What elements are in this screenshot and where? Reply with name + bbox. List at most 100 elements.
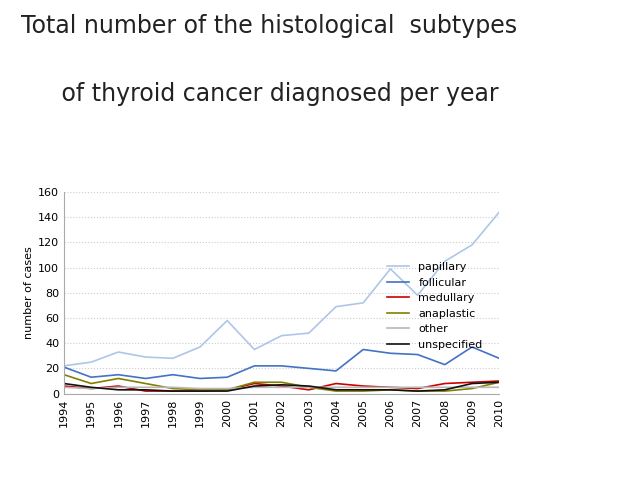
papillary (387, 266, 394, 272)
Line: other: other (64, 387, 499, 389)
other (196, 386, 204, 392)
Text: Total number of the histological  subtypes: Total number of the histological subtype… (20, 14, 517, 38)
medullary (468, 379, 476, 385)
follicular (305, 366, 313, 372)
Text: of thyroid cancer diagnosed per year: of thyroid cancer diagnosed per year (39, 82, 499, 106)
papillary (88, 359, 95, 365)
Y-axis label: number of cases: number of cases (24, 246, 34, 339)
unspecified (251, 383, 259, 389)
unspecified (60, 381, 68, 386)
other (441, 384, 449, 390)
other (332, 384, 340, 390)
unspecified (223, 388, 231, 394)
medullary (115, 383, 122, 389)
unspecified (441, 387, 449, 393)
Line: papillary: papillary (64, 212, 499, 366)
unspecified (495, 379, 503, 385)
anaplastic (332, 388, 340, 394)
unspecified (360, 387, 367, 393)
follicular (142, 375, 150, 381)
anaplastic (223, 387, 231, 393)
follicular (414, 352, 422, 358)
follicular (468, 344, 476, 350)
follicular (495, 355, 503, 361)
follicular (441, 362, 449, 368)
anaplastic (441, 388, 449, 394)
other (251, 384, 259, 390)
medullary (387, 384, 394, 390)
follicular (88, 374, 95, 380)
papillary (360, 300, 367, 306)
papillary (60, 363, 68, 369)
unspecified (387, 387, 394, 393)
papillary (251, 347, 259, 352)
follicular (60, 364, 68, 370)
medullary (278, 383, 285, 389)
unspecified (468, 381, 476, 386)
anaplastic (305, 384, 313, 390)
follicular (332, 368, 340, 374)
medullary (332, 381, 340, 386)
other (278, 384, 285, 390)
anaplastic (169, 386, 177, 392)
unspecified (88, 384, 95, 390)
papillary (441, 258, 449, 264)
anaplastic (468, 386, 476, 392)
medullary (169, 388, 177, 394)
anaplastic (142, 381, 150, 386)
medullary (60, 383, 68, 389)
unspecified (332, 387, 340, 393)
unspecified (142, 387, 150, 393)
anaplastic (414, 388, 422, 394)
anaplastic (278, 379, 285, 385)
unspecified (169, 388, 177, 394)
papillary (169, 355, 177, 361)
papillary (305, 330, 313, 336)
follicular (196, 375, 204, 381)
unspecified (414, 388, 422, 394)
medullary (414, 386, 422, 392)
medullary (88, 386, 95, 392)
Line: unspecified: unspecified (64, 382, 499, 391)
other (223, 386, 231, 392)
unspecified (305, 383, 313, 389)
follicular (223, 374, 231, 380)
other (60, 384, 68, 390)
follicular (278, 363, 285, 369)
Line: medullary: medullary (64, 381, 499, 391)
follicular (387, 350, 394, 356)
other (360, 384, 367, 390)
medullary (305, 387, 313, 393)
other (387, 384, 394, 390)
unspecified (278, 382, 285, 388)
unspecified (196, 388, 204, 394)
follicular (251, 363, 259, 369)
other (468, 384, 476, 390)
papillary (196, 344, 204, 350)
medullary (142, 388, 150, 394)
anaplastic (60, 372, 68, 378)
papillary (278, 333, 285, 338)
other (169, 384, 177, 390)
medullary (360, 383, 367, 389)
medullary (223, 387, 231, 393)
follicular (169, 372, 177, 378)
anaplastic (196, 387, 204, 393)
other (115, 384, 122, 390)
anaplastic (495, 379, 503, 385)
papillary (142, 354, 150, 360)
papillary (332, 304, 340, 310)
papillary (468, 242, 476, 248)
anaplastic (88, 381, 95, 386)
other (495, 384, 503, 390)
anaplastic (115, 375, 122, 381)
Line: anaplastic: anaplastic (64, 375, 499, 391)
papillary (223, 318, 231, 324)
Line: follicular: follicular (64, 347, 499, 378)
anaplastic (387, 387, 394, 393)
follicular (115, 372, 122, 378)
follicular (360, 347, 367, 352)
medullary (441, 381, 449, 386)
papillary (495, 209, 503, 215)
papillary (414, 292, 422, 298)
